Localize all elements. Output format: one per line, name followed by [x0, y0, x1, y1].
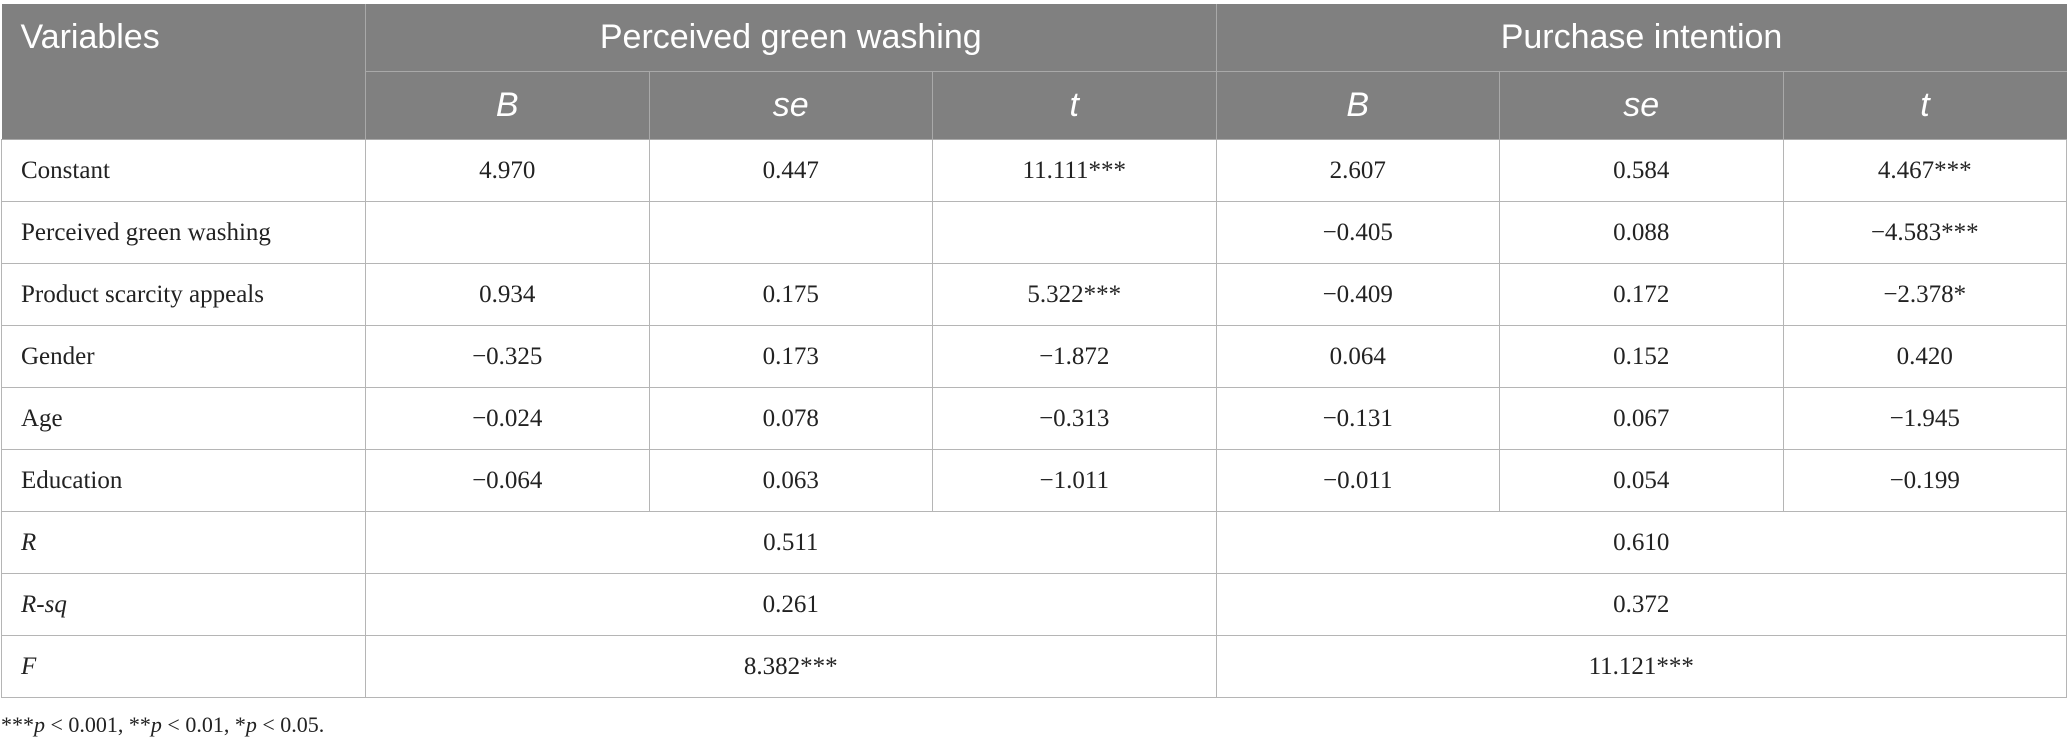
table-cell: −0.199 [1782, 449, 2067, 512]
table-cell: 11.111*** [932, 139, 1217, 202]
header-variables: Variables [1, 4, 366, 140]
table-cell: 0.172 [1499, 263, 1784, 326]
significance-footnote: ***p < 0.001, **p < 0.01, *p < 0.05. [1, 712, 324, 738]
table-cell: −0.011 [1215, 449, 1501, 512]
table-row: Gender −0.325 0.173 −1.872 0.064 0.152 0… [1, 325, 2067, 388]
footnote-text: < 0.05. [256, 712, 325, 737]
table-cell: −4.583*** [1782, 201, 2067, 264]
table-cell [648, 201, 933, 264]
footnote-stars-2: ** [128, 712, 151, 737]
row-label: Product scarcity appeals [1, 263, 366, 326]
footnote-p: p [245, 712, 257, 737]
row-label: Education [1, 449, 366, 512]
summary-label: F [1, 635, 366, 698]
header-row-groups: Variables Perceived green washing Purcha… [1, 4, 2067, 140]
header-se-pgw: se [649, 71, 933, 140]
table-cell: 5.322*** [932, 263, 1217, 326]
summary-value-pgw: 0.261 [365, 573, 1217, 636]
footnote-stars-1: * [234, 712, 246, 737]
table-cell: 0.934 [365, 263, 650, 326]
header-t-pgw: t [932, 71, 1217, 140]
footnote-stars-3: *** [1, 712, 34, 737]
table-row: Age −0.024 0.078 −0.313 −0.131 0.067 −1.… [1, 387, 2067, 450]
table-cell: 4.970 [365, 139, 650, 202]
summary-value-pi: 0.372 [1215, 573, 2067, 636]
table-cell: −1.872 [932, 325, 1217, 388]
table-row: Constant 4.970 0.447 11.111*** 2.607 0.5… [1, 139, 2067, 202]
table-row: Perceived green washing −0.405 0.088 −4.… [1, 201, 2067, 264]
footnote-text: < 0.01, [161, 712, 235, 737]
row-label: Gender [1, 325, 366, 388]
table-cell: 0.064 [1215, 325, 1501, 388]
footnote-p: p [150, 712, 162, 737]
header-group-purchase-intention: Purchase intention [1216, 4, 2067, 72]
table-cell: 0.078 [648, 387, 933, 450]
footnote-text: < 0.001, [45, 712, 129, 737]
summary-value-pi: 0.610 [1215, 511, 2067, 574]
table-cell: 0.054 [1499, 449, 1784, 512]
table-cell: 0.152 [1499, 325, 1784, 388]
summary-value-pi: 11.121*** [1215, 635, 2067, 698]
header-group-perceived-green-washing: Perceived green washing [365, 4, 1217, 72]
table-cell: 0.447 [648, 139, 933, 202]
table-cell: 0.067 [1499, 387, 1784, 450]
table-row: Education −0.064 0.063 −1.011 −0.011 0.0… [1, 449, 2067, 512]
table-cell: −0.064 [365, 449, 650, 512]
header-row-stats: B se t B se t [2, 71, 2067, 140]
row-label: Constant [1, 139, 366, 202]
header-t-pi: t [1783, 71, 2067, 140]
summary-value-pgw: 8.382*** [365, 635, 1217, 698]
table-cell: −0.024 [365, 387, 650, 450]
table-cell: −0.131 [1215, 387, 1501, 450]
header-b-pgw: B [365, 71, 650, 140]
summary-value-pgw: 0.511 [365, 511, 1217, 574]
table-cell: 4.467*** [1782, 139, 2067, 202]
header-b-pi: B [1216, 71, 1501, 140]
header-se-pi: se [1499, 71, 1784, 140]
table-cell: −2.378* [1782, 263, 2067, 326]
table-cell: −1.945 [1782, 387, 2067, 450]
table-cell: 0.063 [648, 449, 933, 512]
table-cell [365, 201, 650, 264]
regression-table: Variables Perceived green washing Purcha… [1, 4, 2067, 698]
table-cell: −0.325 [365, 325, 650, 388]
table-cell: 2.607 [1215, 139, 1501, 202]
row-label: Perceived green washing [1, 201, 366, 264]
table-cell: −0.313 [932, 387, 1217, 450]
table-cell: 0.175 [648, 263, 933, 326]
table-cell: −0.405 [1215, 201, 1501, 264]
table-cell: −1.011 [932, 449, 1217, 512]
footnote-p: p [34, 712, 45, 737]
summary-row-rsq: R-sq 0.261 0.372 [1, 573, 2067, 636]
summary-label: R [1, 511, 366, 574]
table-cell: 0.584 [1499, 139, 1784, 202]
table-cell [932, 201, 1217, 264]
table-cell: 0.420 [1782, 325, 2067, 388]
summary-row-f: F 8.382*** 11.121*** [1, 635, 2067, 698]
table-cell: 0.088 [1499, 201, 1784, 264]
table-cell: −0.409 [1215, 263, 1501, 326]
table-row: Product scarcity appeals 0.934 0.175 5.3… [1, 263, 2067, 326]
summary-row-r: R 0.511 0.610 [1, 511, 2067, 574]
table-cell: 0.173 [648, 325, 933, 388]
row-label: Age [1, 387, 366, 450]
summary-label: R-sq [1, 573, 366, 636]
